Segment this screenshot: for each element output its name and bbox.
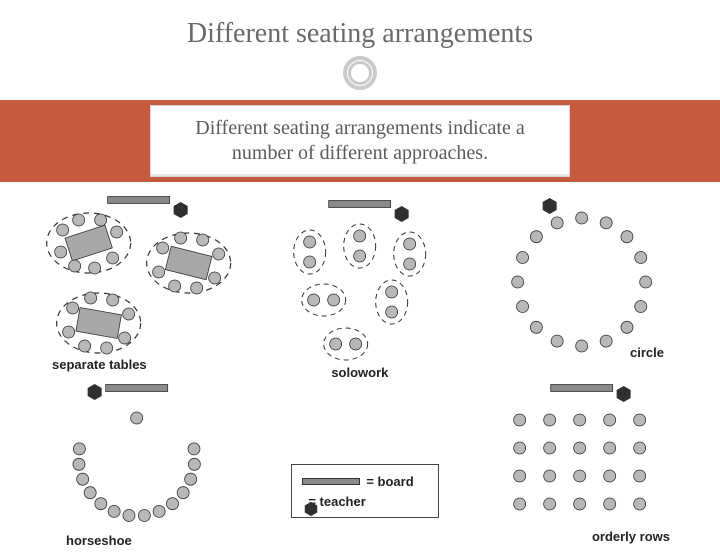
page-title: Different seating arrangements (0, 0, 720, 60)
caption-circle: circle (630, 345, 664, 360)
board-icon (302, 478, 360, 485)
caption-separate-tables: separate tables (52, 357, 147, 372)
legend-board-row: = board (302, 471, 428, 491)
legend-box: = board = teacher (291, 464, 439, 518)
caption-orderly-rows: orderly rows (592, 529, 670, 544)
caption-horseshoe: horseshoe (66, 533, 132, 548)
layout-legend-cell: = board = teacher (249, 378, 470, 548)
subtitle-banner: Different seating arrangements indicate … (0, 100, 720, 182)
legend-board-label: = board (366, 474, 413, 489)
layout-circle: circle (471, 188, 692, 378)
subtitle-text: Different seating arrangements indicate … (150, 105, 570, 177)
layouts-grid: separate tables (0, 182, 720, 548)
layout-solowork: solowork (249, 188, 470, 378)
layout-horseshoe: horseshoe (28, 378, 249, 548)
divider-ring (0, 60, 720, 100)
layout-orderly-rows: orderly rows (471, 378, 692, 548)
legend-teacher-row: = teacher (302, 491, 428, 511)
layout-separate-tables: separate tables (28, 188, 249, 378)
